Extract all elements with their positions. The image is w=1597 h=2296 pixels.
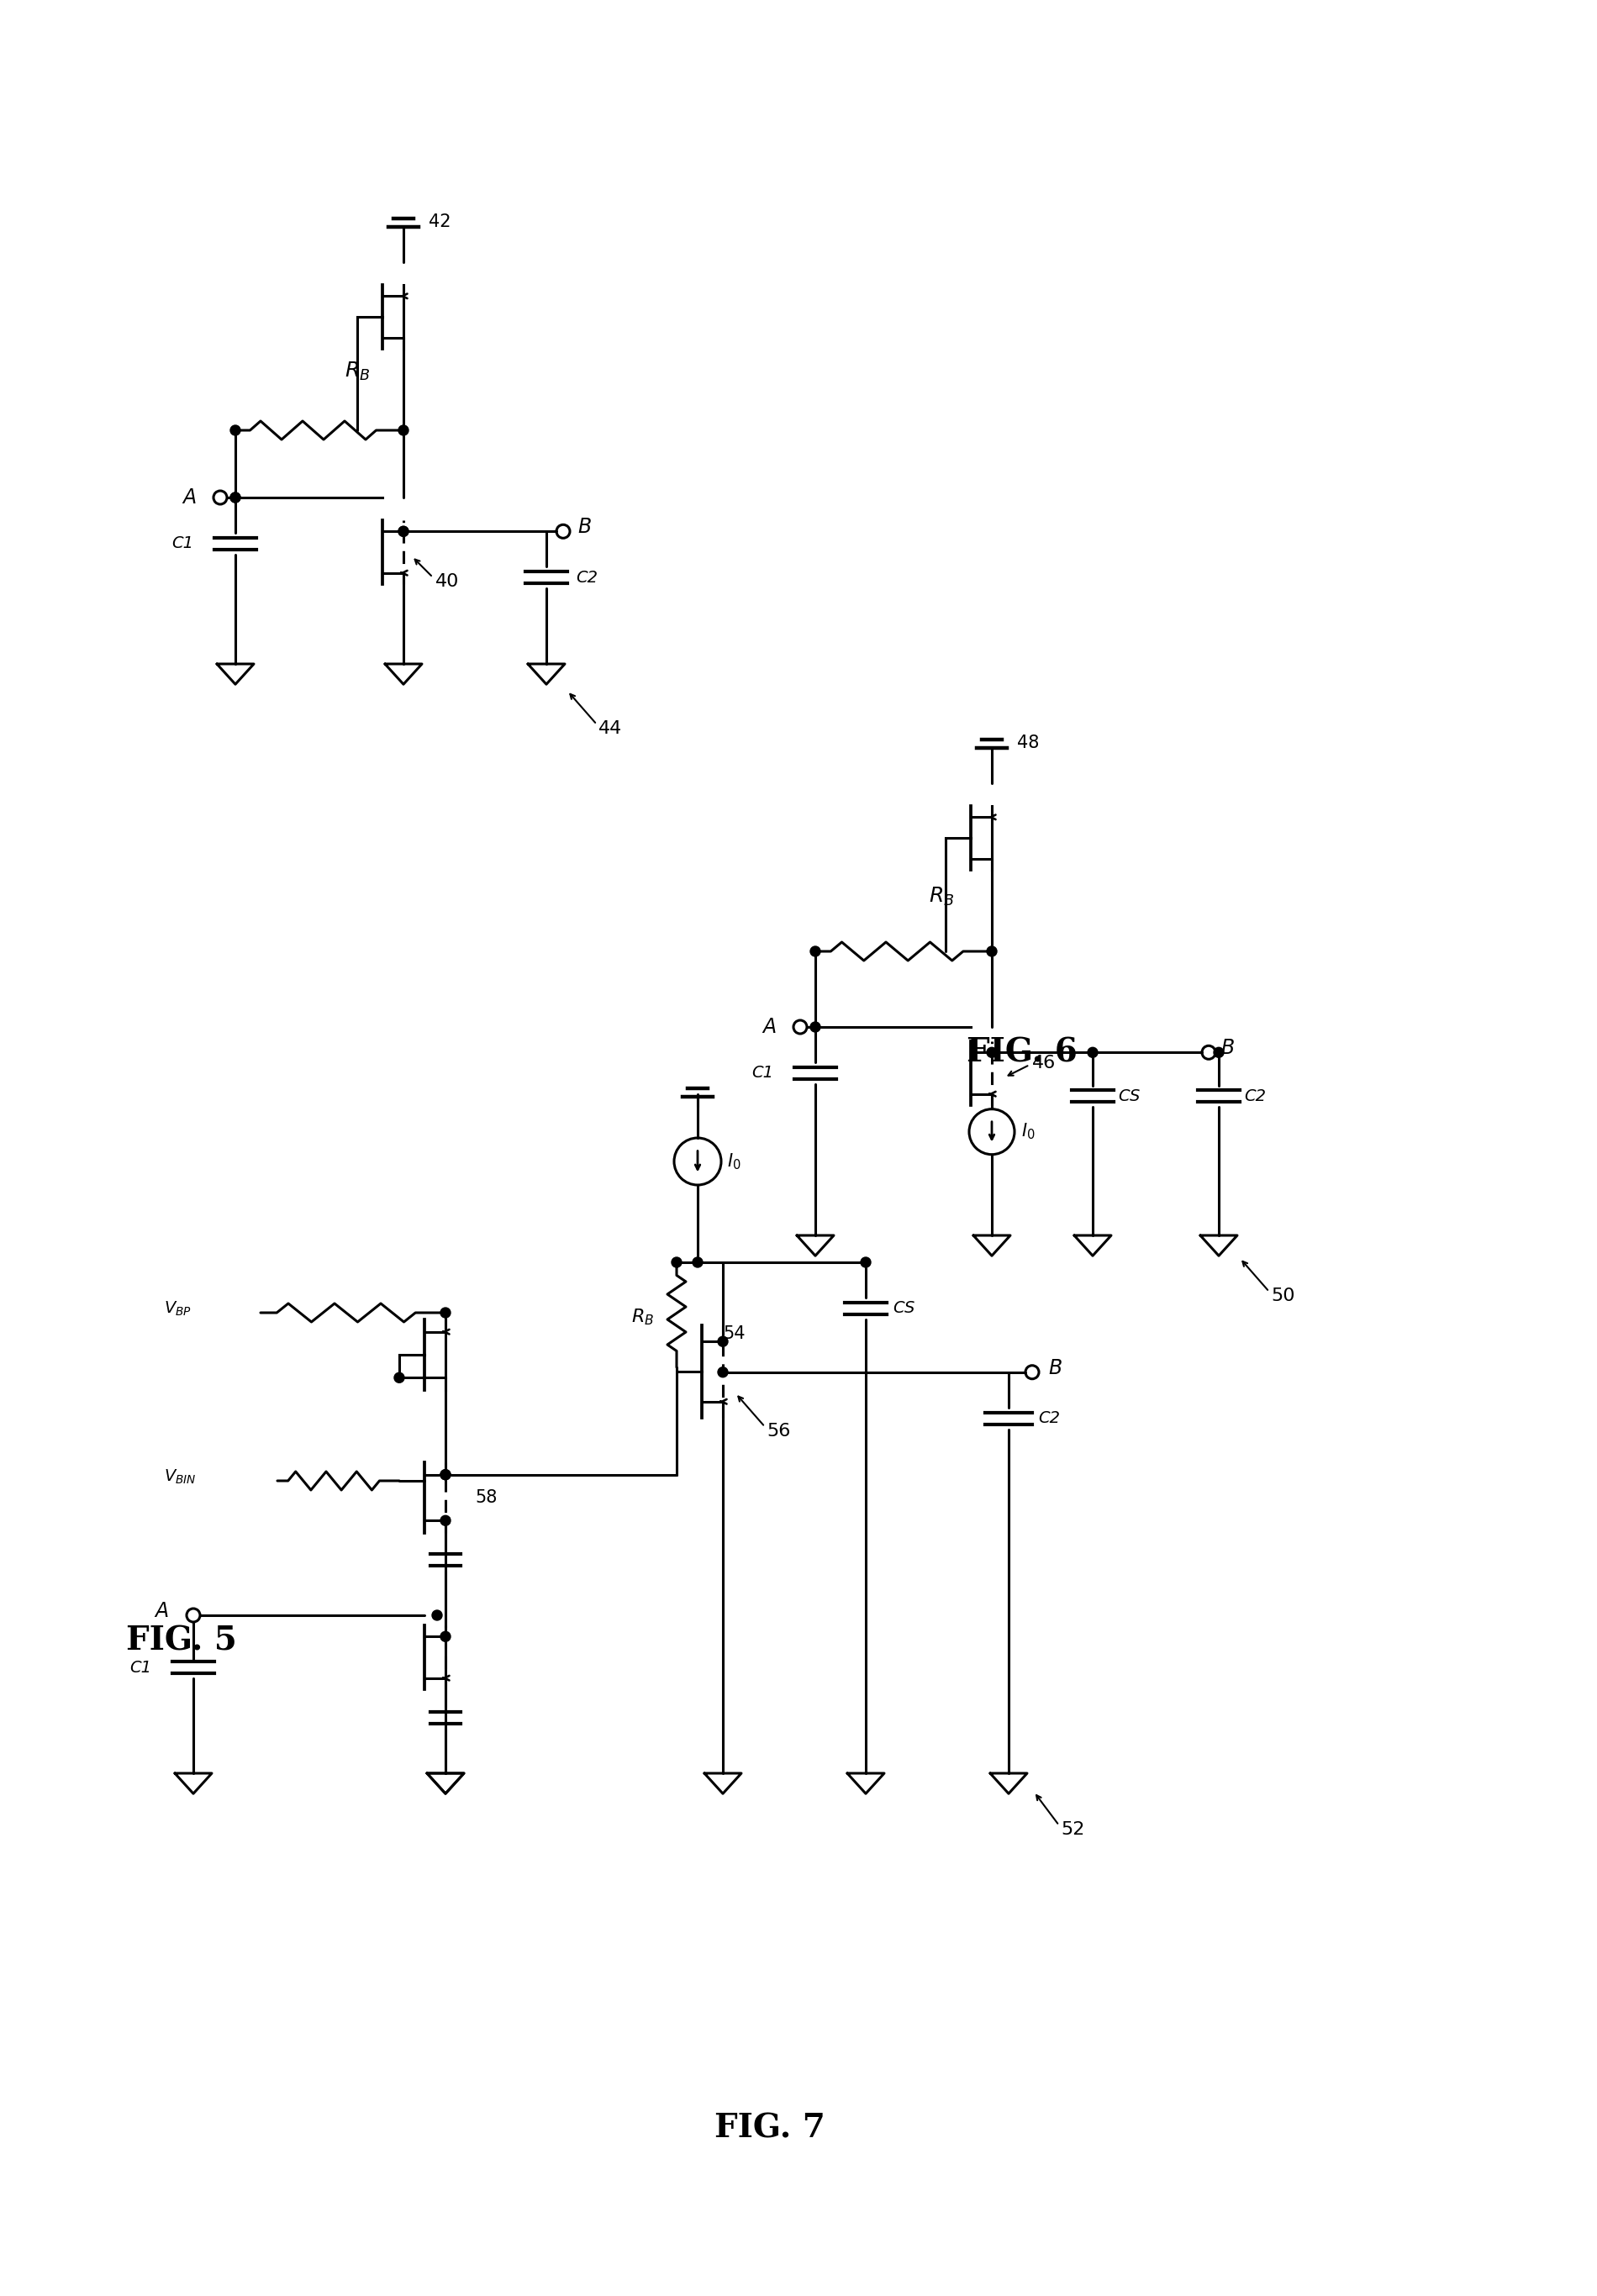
Text: C1: C1 [129, 1660, 152, 1676]
Text: A: A [155, 1600, 168, 1621]
Text: C2: C2 [1038, 1410, 1060, 1426]
Circle shape [987, 1047, 997, 1058]
Text: FIG. 7: FIG. 7 [714, 2112, 826, 2144]
Text: 50: 50 [1271, 1288, 1295, 1304]
Text: $I_0$: $I_0$ [727, 1153, 741, 1171]
Text: CS: CS [1118, 1088, 1140, 1104]
Text: B: B [578, 517, 591, 537]
Circle shape [717, 1366, 728, 1378]
Text: $R_B$: $R_B$ [928, 886, 953, 907]
Text: C1: C1 [171, 535, 193, 551]
Text: $I_0$: $I_0$ [1020, 1123, 1035, 1141]
Text: FIG. 6: FIG. 6 [966, 1035, 1078, 1068]
Text: 40: 40 [436, 574, 460, 590]
Text: 58: 58 [474, 1490, 497, 1506]
Text: $R_B$: $R_B$ [345, 360, 371, 383]
Text: 44: 44 [599, 721, 623, 737]
Text: $V_{BIN}$: $V_{BIN}$ [164, 1467, 196, 1486]
Circle shape [717, 1336, 728, 1345]
Text: 48: 48 [1017, 735, 1040, 751]
Circle shape [433, 1609, 442, 1621]
Text: $V_{BP}$: $V_{BP}$ [164, 1300, 192, 1318]
Text: C1: C1 [752, 1065, 773, 1081]
Circle shape [398, 425, 409, 436]
Text: C2: C2 [1244, 1088, 1266, 1104]
Circle shape [398, 526, 409, 537]
Circle shape [1214, 1047, 1223, 1058]
Circle shape [398, 526, 409, 537]
Circle shape [693, 1258, 703, 1267]
Text: 42: 42 [428, 214, 450, 230]
Text: 46: 46 [1032, 1054, 1056, 1072]
Circle shape [441, 1515, 450, 1525]
Text: A: A [762, 1017, 776, 1038]
Text: $R_B$: $R_B$ [631, 1306, 655, 1327]
Circle shape [394, 1373, 404, 1382]
Circle shape [810, 946, 821, 957]
Text: 52: 52 [1060, 1821, 1084, 1839]
Text: B: B [1220, 1038, 1234, 1058]
Text: C2: C2 [577, 569, 597, 585]
Circle shape [230, 491, 241, 503]
Circle shape [987, 946, 997, 957]
Text: A: A [182, 487, 196, 507]
Circle shape [672, 1258, 682, 1267]
Text: 54: 54 [723, 1325, 746, 1343]
Text: 56: 56 [767, 1424, 791, 1440]
Circle shape [441, 1309, 450, 1318]
Circle shape [230, 491, 241, 503]
Circle shape [1088, 1047, 1097, 1058]
Text: FIG. 5: FIG. 5 [126, 1626, 236, 1655]
Circle shape [230, 425, 241, 436]
Text: B: B [1048, 1357, 1062, 1378]
Circle shape [441, 1632, 450, 1642]
Circle shape [441, 1469, 450, 1479]
Circle shape [810, 1022, 821, 1031]
Text: CS: CS [893, 1300, 915, 1316]
Circle shape [861, 1258, 870, 1267]
Circle shape [441, 1469, 450, 1479]
